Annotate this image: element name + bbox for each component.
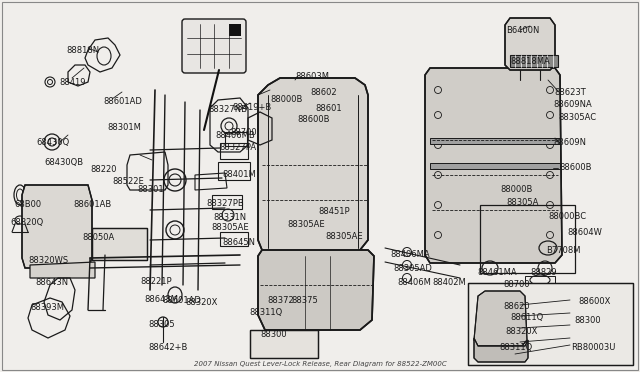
- Text: 88609NA: 88609NA: [553, 100, 592, 109]
- Text: 88406MA: 88406MA: [390, 250, 429, 259]
- Text: 88604W: 88604W: [567, 228, 602, 237]
- Text: 88620: 88620: [503, 302, 530, 311]
- Text: 88601AD: 88601AD: [162, 296, 201, 305]
- Text: 88642+B: 88642+B: [148, 343, 188, 352]
- Text: 88331N: 88331N: [213, 213, 246, 222]
- Text: 88301M: 88301M: [107, 123, 141, 132]
- Bar: [229, 24, 241, 36]
- Text: 88305AD: 88305AD: [393, 264, 432, 273]
- Text: 88643M: 88643M: [144, 295, 178, 304]
- Text: 88311Q: 88311Q: [499, 343, 532, 352]
- Text: 88611Q: 88611Q: [510, 313, 543, 322]
- Polygon shape: [505, 18, 555, 70]
- Bar: [510, 55, 558, 67]
- Text: B7708M: B7708M: [546, 246, 580, 255]
- Text: 88406MB: 88406MB: [215, 131, 255, 140]
- Bar: [92, 228, 147, 260]
- Text: 88000BC: 88000BC: [548, 212, 586, 221]
- Polygon shape: [22, 185, 92, 268]
- Text: 88327NB: 88327NB: [208, 105, 247, 114]
- Text: 88320X: 88320X: [505, 327, 538, 336]
- Text: 88406M: 88406M: [397, 278, 431, 287]
- Text: 88327PA: 88327PA: [219, 143, 256, 152]
- Text: 88320WS: 88320WS: [28, 256, 68, 265]
- Text: 88623T: 88623T: [554, 88, 586, 97]
- Bar: [525, 276, 555, 286]
- Bar: [220, 143, 248, 159]
- Text: 88601AD: 88601AD: [103, 97, 142, 106]
- Bar: [225, 132, 247, 146]
- Text: 88305AE: 88305AE: [287, 220, 324, 229]
- FancyBboxPatch shape: [182, 19, 246, 73]
- Polygon shape: [474, 291, 527, 346]
- Text: 88327PB: 88327PB: [206, 199, 244, 208]
- Text: 88601AB: 88601AB: [73, 200, 111, 209]
- Text: 68430Q: 68430Q: [36, 138, 69, 147]
- Text: 88700: 88700: [503, 280, 530, 289]
- Text: 88050A: 88050A: [82, 233, 115, 242]
- Text: 88643N: 88643N: [35, 278, 68, 287]
- Bar: [218, 162, 250, 180]
- Text: 88461MA: 88461MA: [477, 268, 516, 277]
- Bar: [212, 195, 242, 209]
- Text: 88603M: 88603M: [295, 72, 329, 81]
- Text: 88301: 88301: [137, 185, 164, 194]
- Text: 88645N: 88645N: [222, 238, 255, 247]
- Text: 88320X: 88320X: [185, 298, 218, 307]
- Bar: [468, 283, 633, 365]
- Text: 68430QB: 68430QB: [44, 158, 83, 167]
- Text: 88522E: 88522E: [112, 177, 144, 186]
- Text: 88305AC: 88305AC: [558, 113, 596, 122]
- Text: 88305: 88305: [148, 320, 175, 329]
- Text: 88419+B: 88419+B: [232, 103, 271, 112]
- Text: 68820Q: 68820Q: [10, 218, 44, 227]
- Bar: [430, 163, 560, 169]
- Text: 88700: 88700: [230, 128, 257, 137]
- Text: 88451P: 88451P: [318, 207, 349, 216]
- Text: 88600B: 88600B: [559, 163, 591, 172]
- Bar: [220, 232, 248, 246]
- Text: 88829: 88829: [530, 268, 557, 277]
- Text: 88000B: 88000B: [270, 95, 302, 104]
- Text: 88372: 88372: [267, 296, 294, 305]
- Text: 68B00: 68B00: [14, 200, 41, 209]
- Bar: [430, 138, 560, 144]
- Text: 88375: 88375: [291, 296, 317, 305]
- Text: 88311Q: 88311Q: [249, 308, 282, 317]
- Text: RB80003U: RB80003U: [571, 343, 616, 352]
- Text: 88401M: 88401M: [222, 170, 256, 179]
- Text: 2007 Nissan Quest Lever-Lock Release, Rear Diagram for 88522-ZM00C: 2007 Nissan Quest Lever-Lock Release, Re…: [194, 361, 446, 367]
- Bar: [92, 228, 147, 260]
- Text: 88000B: 88000B: [500, 185, 532, 194]
- Bar: [480, 205, 575, 273]
- Text: 88818MA: 88818MA: [510, 57, 550, 66]
- Text: 88305AE: 88305AE: [325, 232, 363, 241]
- Text: 88305A: 88305A: [506, 198, 538, 207]
- Polygon shape: [258, 78, 368, 256]
- Text: 88818N: 88818N: [66, 46, 99, 55]
- Text: 88402M: 88402M: [432, 278, 466, 287]
- Bar: [250, 330, 318, 358]
- Text: 88393M: 88393M: [30, 303, 64, 312]
- Text: 88419: 88419: [59, 78, 86, 87]
- Text: 88300: 88300: [574, 316, 600, 325]
- Text: 88601: 88601: [315, 104, 342, 113]
- Text: B6400N: B6400N: [506, 26, 540, 35]
- Bar: [468, 283, 633, 365]
- Text: 88220: 88220: [90, 165, 116, 174]
- Text: 88602: 88602: [310, 88, 337, 97]
- Text: 88305AE: 88305AE: [211, 223, 248, 232]
- Polygon shape: [30, 262, 95, 278]
- Polygon shape: [425, 68, 562, 263]
- Text: 88600X: 88600X: [578, 297, 611, 306]
- Text: 88221P: 88221P: [140, 277, 172, 286]
- Text: 88609N: 88609N: [553, 138, 586, 147]
- Polygon shape: [474, 338, 528, 362]
- Text: 88600B: 88600B: [297, 115, 330, 124]
- Text: 88300: 88300: [260, 330, 287, 339]
- Polygon shape: [258, 250, 374, 330]
- Bar: [250, 330, 318, 358]
